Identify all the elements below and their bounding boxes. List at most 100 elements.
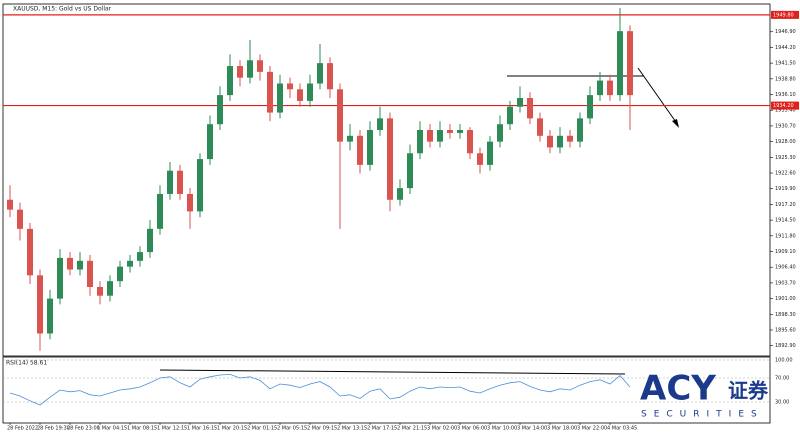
x-tick-label: 2 Mar 13:15 bbox=[337, 426, 367, 432]
candle-body bbox=[587, 95, 593, 119]
candle-body bbox=[37, 275, 43, 334]
candle-body bbox=[317, 63, 323, 84]
candle-body bbox=[537, 118, 543, 136]
level-label: 1949.80 bbox=[773, 12, 794, 18]
x-tick-label: 4 Mar 03:45 bbox=[607, 426, 637, 432]
candle-body bbox=[397, 188, 403, 200]
candle-body bbox=[217, 95, 223, 125]
candle-body bbox=[207, 124, 213, 160]
candle-body bbox=[607, 80, 613, 96]
y-tick-label: 1925.30 bbox=[775, 155, 796, 161]
y-tick-label: 1909.10 bbox=[775, 249, 796, 255]
candle-body bbox=[27, 228, 33, 276]
y-tick-label: 1901.00 bbox=[775, 296, 796, 302]
y-tick-label: 1919.90 bbox=[775, 186, 796, 192]
x-tick-label: 1 Mar 12:15 bbox=[157, 426, 187, 432]
rsi-frame bbox=[2, 356, 771, 424]
logo: ACY 证券 SECURITIES bbox=[640, 369, 769, 420]
y-tick-label: 1936.10 bbox=[775, 92, 796, 98]
level-tag bbox=[771, 10, 799, 19]
candle-body bbox=[377, 118, 383, 130]
candle-body bbox=[257, 60, 263, 72]
candle-body bbox=[147, 228, 153, 253]
candle-body bbox=[177, 170, 183, 194]
y-tick-label: 1944.20 bbox=[775, 45, 796, 51]
x-tick-label: 2 Mar 01:15 bbox=[247, 426, 277, 432]
candle-body bbox=[577, 118, 583, 142]
candle-body bbox=[627, 31, 633, 96]
x-tick-label: 3 Mar 22:00 bbox=[577, 426, 607, 432]
x-tick-label: 1 Mar 20:15 bbox=[217, 426, 247, 432]
candle-body bbox=[197, 159, 203, 212]
candle-body bbox=[87, 260, 93, 287]
candle-body bbox=[507, 106, 513, 125]
candle-body bbox=[447, 130, 453, 133]
candle-body bbox=[7, 199, 13, 210]
level-tag bbox=[771, 101, 799, 110]
candle-body bbox=[167, 170, 173, 194]
candle-body bbox=[567, 135, 573, 142]
x-tick-label: 2 Mar 09:15 bbox=[307, 426, 337, 432]
candle-body bbox=[367, 130, 373, 165]
x-tick-label: 3 Mar 18:00 bbox=[547, 426, 577, 432]
x-tick-label: 3 Mar 02:00 bbox=[427, 426, 457, 432]
chart-title: XAUUSD, M15: Gold vs US Dollar bbox=[13, 6, 112, 13]
candle-body bbox=[387, 118, 393, 200]
candle-body bbox=[557, 135, 563, 148]
rsi-trendline bbox=[159, 369, 626, 375]
candle-body bbox=[517, 98, 523, 107]
candle-body bbox=[137, 252, 143, 261]
candle-body bbox=[417, 130, 423, 154]
x-tick-label: 28 Feb 2022 bbox=[7, 426, 38, 432]
candle-body bbox=[127, 260, 133, 267]
y-tick-label: 30.00 bbox=[775, 400, 789, 406]
candle-body bbox=[77, 260, 83, 270]
candle-body bbox=[617, 31, 623, 96]
candle-body bbox=[267, 71, 273, 113]
candle-body bbox=[477, 153, 483, 165]
rsi-line bbox=[9, 373, 631, 406]
y-tick-label: 1938.80 bbox=[775, 76, 796, 82]
x-tick-label: 28 Feb 19:30 bbox=[37, 426, 70, 432]
x-tick-label: 1 Mar 08:15 bbox=[127, 426, 157, 432]
y-tick-label: 1892.90 bbox=[775, 343, 796, 349]
logo-sub: SECURITIES bbox=[641, 410, 764, 420]
y-tick-label: 1941.50 bbox=[775, 61, 796, 67]
candle-body bbox=[437, 130, 443, 142]
y-tick-label: 1922.60 bbox=[775, 171, 796, 177]
candle-body bbox=[467, 130, 473, 154]
candle-body bbox=[457, 130, 463, 133]
x-tick-label: 2 Mar 21:15 bbox=[397, 426, 427, 432]
candle-body bbox=[287, 83, 293, 90]
logo-brand: ACY bbox=[640, 369, 716, 409]
candle-body bbox=[347, 135, 353, 142]
candle-body bbox=[247, 60, 253, 78]
x-tick-label: 3 Mar 06:00 bbox=[457, 426, 487, 432]
candle-body bbox=[17, 209, 23, 229]
y-tick-label: 70.00 bbox=[775, 376, 789, 382]
y-tick-label: 1930.70 bbox=[775, 123, 796, 129]
y-tick-label: 1895.60 bbox=[775, 328, 796, 334]
candle-body bbox=[297, 89, 303, 101]
x-tick-label: 28 Feb 23:00 bbox=[67, 426, 100, 432]
y-tick-label: 1911.80 bbox=[775, 233, 796, 239]
y-tick-label: 1903.70 bbox=[775, 280, 796, 286]
candle-body bbox=[117, 266, 123, 282]
x-tick-label: 2 Mar 05:15 bbox=[277, 426, 307, 432]
candle-body bbox=[527, 98, 533, 119]
main-frame bbox=[2, 3, 771, 357]
candle-body bbox=[107, 281, 113, 296]
candle-body bbox=[427, 130, 433, 142]
x-tick-label: 1 Mar 16:15 bbox=[187, 426, 217, 432]
candle-body bbox=[157, 193, 163, 229]
arrow-head bbox=[672, 119, 679, 128]
y-tick-label: 1914.50 bbox=[775, 218, 796, 224]
x-tick-label: 1 Mar 04:15 bbox=[97, 426, 127, 432]
y-tick-label: 1928.00 bbox=[775, 139, 796, 145]
candle-body bbox=[307, 83, 313, 101]
y-tick-label: 1906.40 bbox=[775, 265, 796, 271]
y-tick-label: 1917.20 bbox=[775, 202, 796, 208]
y-tick-label: 1946.90 bbox=[775, 29, 796, 35]
candle-body bbox=[487, 141, 493, 165]
candle-body bbox=[47, 298, 53, 334]
